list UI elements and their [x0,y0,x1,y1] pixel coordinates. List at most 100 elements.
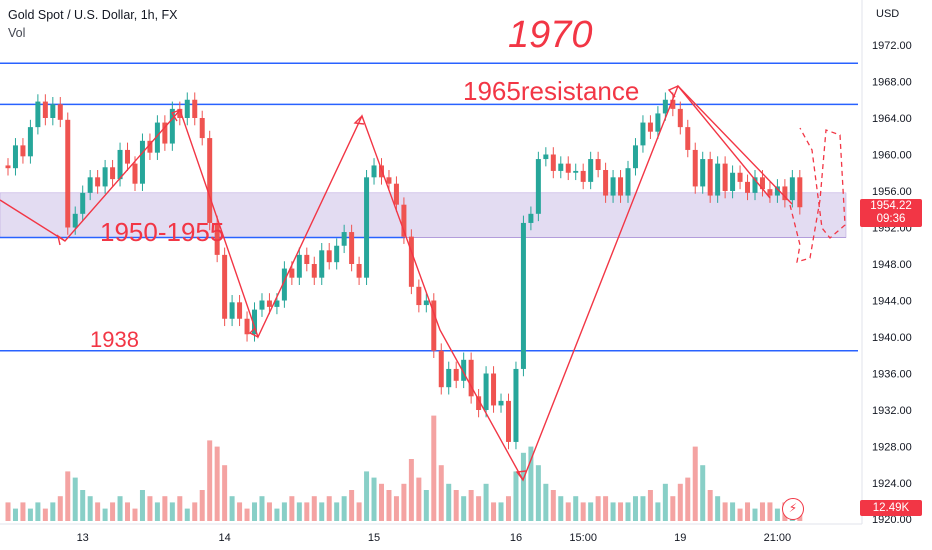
candle [57,97,63,128]
candle-body [110,167,116,180]
candle-body [65,119,71,228]
bar-countdown: 09:36 [876,213,906,225]
volume-bar [438,465,444,521]
candle-body [139,140,145,184]
candle-body [468,359,474,397]
candle-body [535,159,541,214]
volume-bar [573,496,579,521]
candle-body [408,236,414,287]
candle-body [498,400,504,406]
annotation-1965-resistance[interactable]: 1965resistance [463,76,640,106]
candle [237,295,243,327]
candle [632,138,638,176]
volume-bar [655,502,661,521]
candle [610,170,616,203]
candle-body [670,99,676,109]
candle-body [491,373,497,406]
volume-bar [476,496,482,521]
candle [386,170,392,191]
volume-bar [670,496,676,521]
candle [438,343,444,395]
price-tick-label: 1924.00 [872,478,912,490]
candle [782,179,788,208]
candle [266,293,272,315]
price-tick-label: 1960.00 [872,150,912,162]
candle-body [192,99,198,118]
volume-bar [326,496,332,521]
horizontal-levels[interactable] [0,62,858,352]
candle-body [431,300,437,351]
candle-body [685,127,691,150]
price-tick-label: 1968.00 [872,77,912,89]
volume-bar [625,502,631,521]
volume-bar [214,446,220,521]
volume-bar [259,496,265,521]
volume-bar [35,502,41,521]
volume-bar [57,496,63,521]
candle [110,159,116,187]
candle-body [125,149,131,164]
candle [789,170,795,208]
volume-bars [5,415,803,521]
candle [356,256,362,285]
time-tick-label: 14 [219,532,231,544]
annotation-1938[interactable]: 1938 [90,327,139,352]
candle-body [147,140,153,153]
volume-bar [289,496,295,521]
annotation-1970[interactable]: 1970 [508,14,593,56]
candle-body [102,167,108,187]
volume-bar [401,483,407,521]
volume-value-tag: 12.49K [860,500,922,516]
candle-body [386,177,392,184]
axes: 1924.00 1928.00 1932.00 1936.00 1940.00 1944.… [0,0,912,544]
candle-body [707,159,713,196]
candle [371,158,377,185]
candle [296,247,302,285]
candle [334,238,340,270]
time-tick-label: 21:00 [764,532,792,544]
lightning-bolt-icon[interactable]: ⚡ [782,498,804,520]
candle-body [266,300,272,307]
volume-bar [125,502,131,521]
volume-bar [296,502,302,521]
price-tick-label: 1944.00 [872,296,912,308]
trend-line [677,85,771,199]
volume-bar [774,508,780,521]
volume-bar [610,502,616,521]
volume-bar [132,508,138,521]
candle [147,133,153,160]
candle [588,151,594,190]
candle [42,94,48,126]
candle-body [169,108,175,144]
candle [192,92,198,126]
volume-bar [797,514,803,521]
price-tick-label: 1920.00 [872,514,912,526]
candle [169,101,175,151]
volume-bar [513,471,519,521]
volume-bar [87,496,93,521]
candle [229,295,235,327]
annotation-1950-1955-zone[interactable]: 1950-1955 [100,217,225,247]
candle [5,158,11,176]
candle [423,293,429,313]
candle [184,92,190,126]
candle-body [199,118,205,139]
volume-bar [580,502,586,521]
volume-bar [80,490,86,521]
candle-body [237,302,243,319]
volume-bar [72,477,78,521]
candle-body [759,177,765,190]
candle [87,170,93,201]
volume-bar [565,502,571,521]
candle-body [214,222,220,255]
candle-body [745,181,751,193]
price-tick-label: 1972.00 [872,40,912,52]
volume-bar [184,508,190,521]
candle [177,101,183,126]
price-tick-label: 1956.00 [872,186,912,198]
trend-drawings[interactable] [0,84,846,482]
candle [685,119,691,158]
candle [319,243,325,285]
candle [483,366,489,418]
